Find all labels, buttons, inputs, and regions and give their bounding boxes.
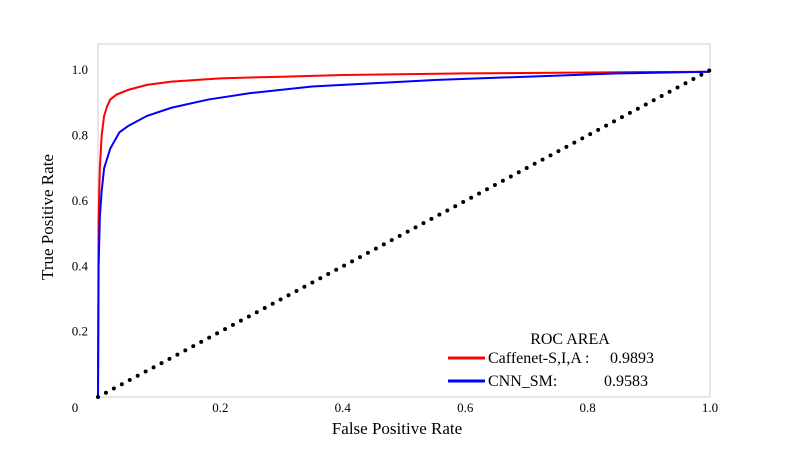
y-tick-label: 1.0	[72, 62, 88, 77]
x-tick-label: 1.0	[702, 400, 718, 415]
legend-label-caffenet: Caffenet-S,I,A :	[488, 350, 589, 367]
x-tick-label: 0.2	[212, 400, 228, 415]
x-tick-label: 0.4	[335, 400, 352, 415]
x-axis-label: False Positive Rate	[332, 419, 462, 438]
series-line-diagonal-reference	[96, 68, 712, 399]
series-line-cnn-sm	[97, 70, 711, 398]
plot-area	[97, 43, 711, 398]
legend-value-caffenet: 0.9893	[610, 350, 654, 367]
x-tick-label: 0.6	[457, 400, 474, 415]
y-tick-label: 0.6	[72, 193, 89, 208]
legend-value-cnn-sm: 0.9583	[604, 373, 648, 390]
series-line-caffenet	[97, 70, 711, 398]
y-tick-label: 0.4	[72, 258, 89, 273]
legend: ROC AREA Caffenet-S,I,A : 0.9893 CNN_SM:…	[448, 331, 654, 390]
legend-label-cnn-sm: CNN_SM:	[488, 373, 557, 390]
y-tick-label: 0.2	[72, 324, 88, 339]
y-axis-label: True Positive Rate	[38, 154, 57, 280]
legend-title: ROC AREA	[530, 331, 610, 348]
x-tick-label: 0	[72, 400, 79, 415]
x-tick-label: 0.8	[579, 400, 595, 415]
y-tick-label: 0.8	[72, 128, 88, 143]
